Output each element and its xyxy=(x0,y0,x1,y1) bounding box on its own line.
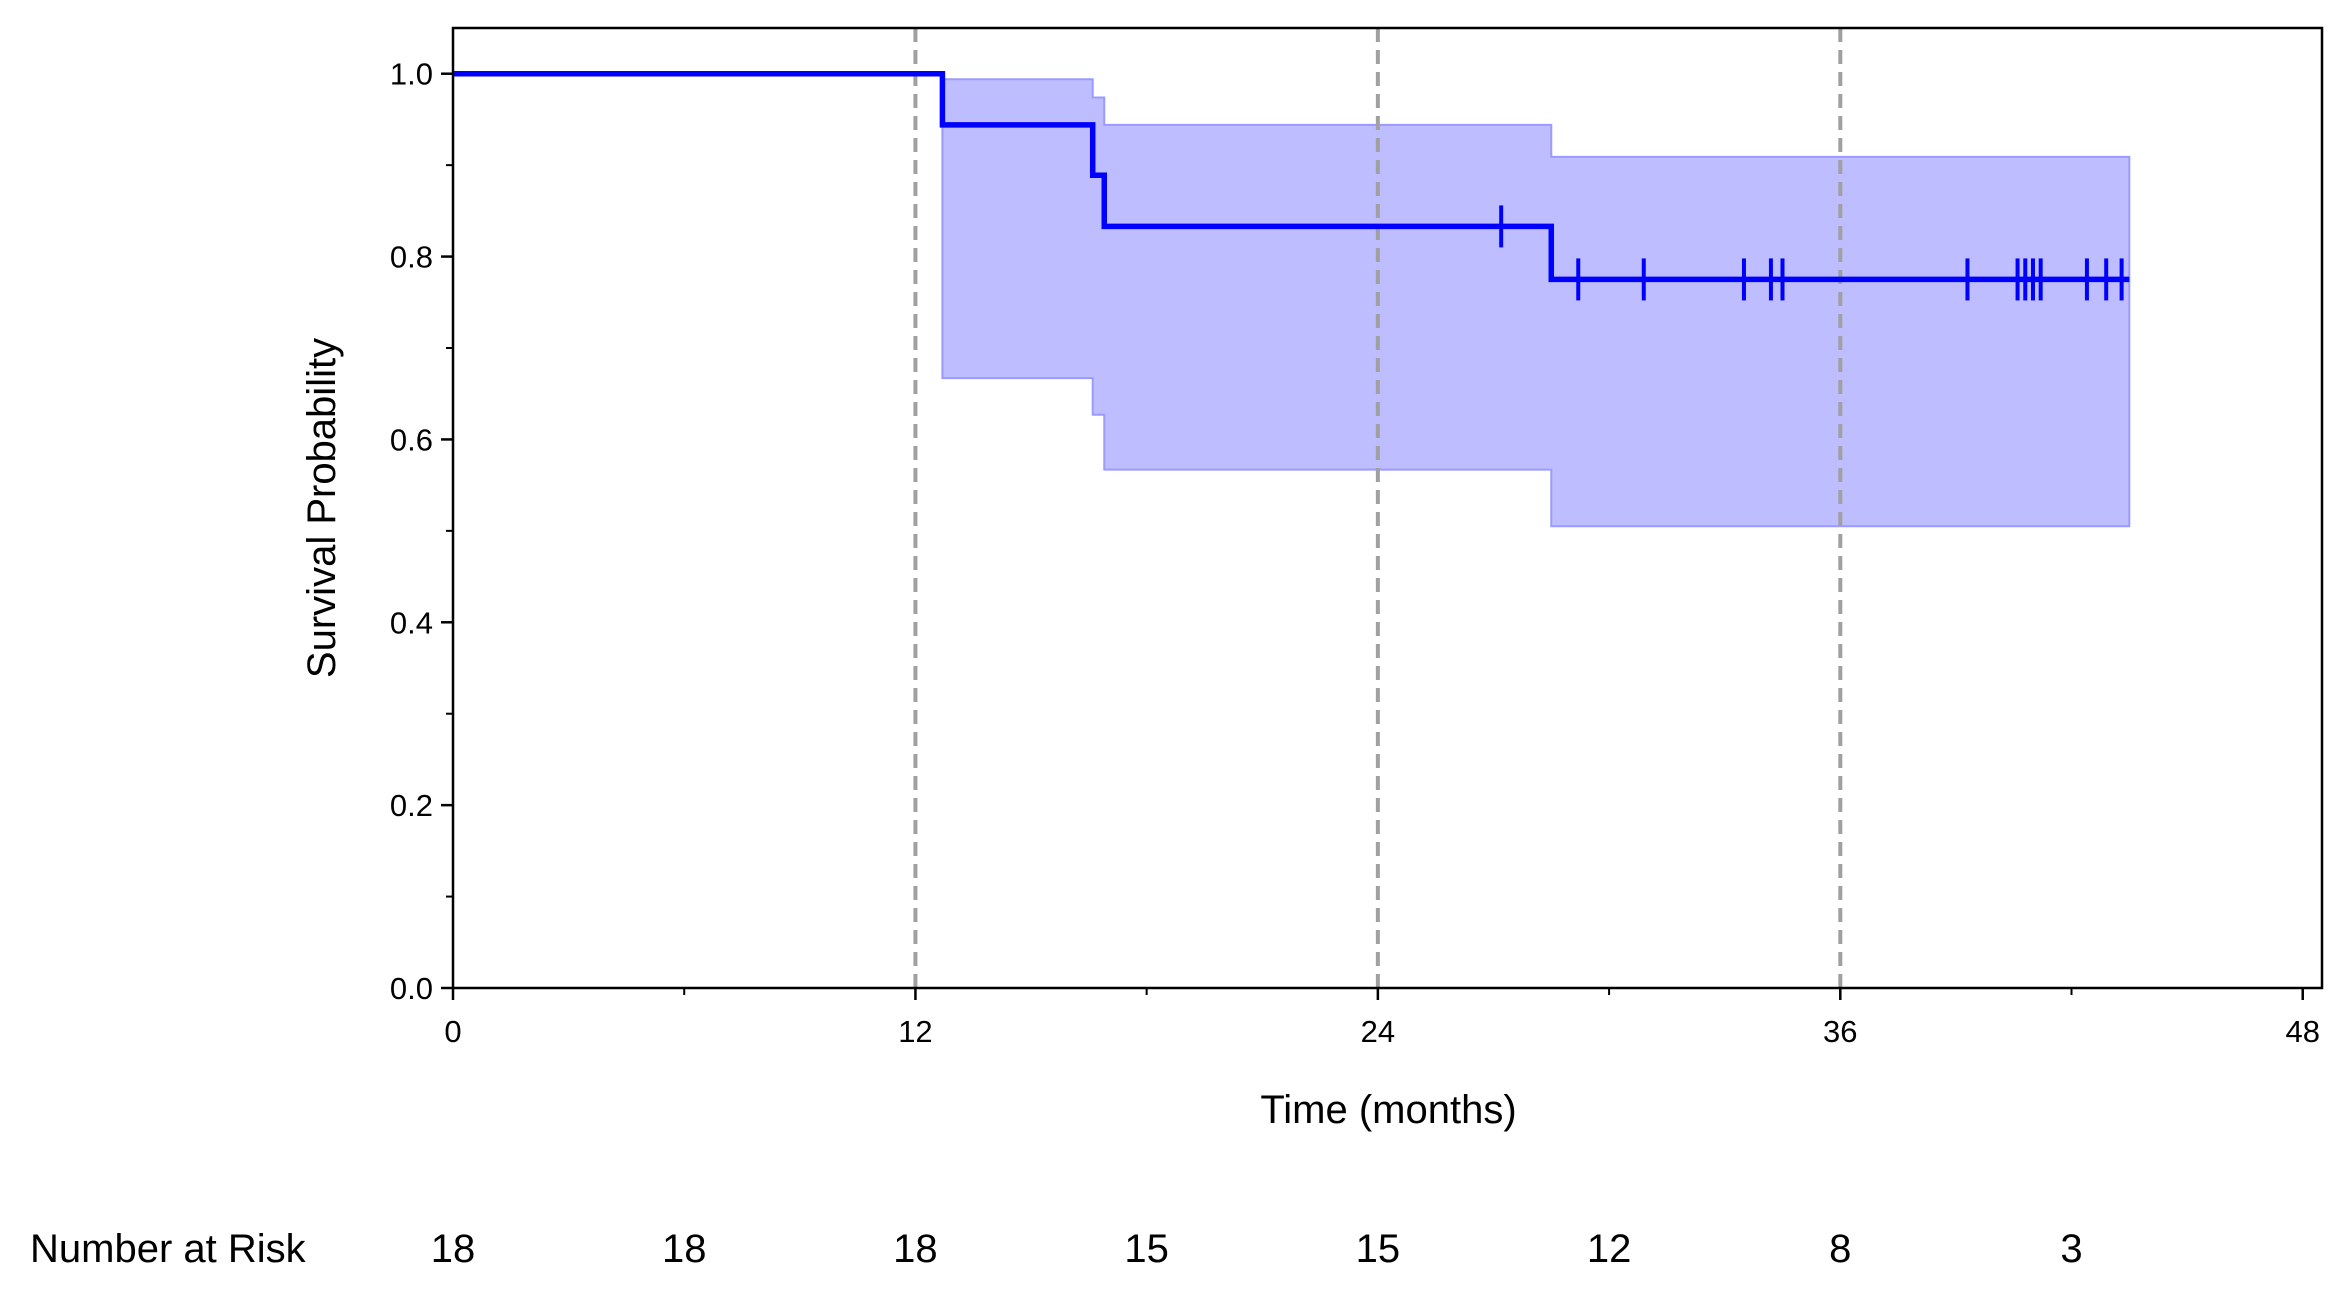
risk-count: 18 xyxy=(893,1227,938,1271)
x-tick-label: 24 xyxy=(1361,1014,1395,1049)
risk-count: 18 xyxy=(662,1227,707,1271)
risk-count: 3 xyxy=(2060,1227,2082,1271)
risk-count: 12 xyxy=(1587,1227,1632,1271)
plot-frame xyxy=(451,26,2324,990)
y-axis-label: Survival Probability xyxy=(300,338,344,678)
risk-table: 18 18 18 15 15 12 8 3 xyxy=(431,1227,2083,1271)
survival-curve xyxy=(453,70,2130,283)
risk-table-label: Number at Risk xyxy=(30,1227,307,1271)
y-tick-label: 0.2 xyxy=(390,788,433,823)
risk-count: 15 xyxy=(1356,1227,1401,1271)
y-tick-label: 0.8 xyxy=(390,240,433,275)
risk-count: 18 xyxy=(431,1227,476,1271)
y-tick-label: 0.4 xyxy=(390,605,433,640)
x-tick-label: 0 xyxy=(444,1014,461,1049)
survival-step-line xyxy=(453,70,2130,283)
axis-ticks: 0 12 24 36 48 0.0 0.2 0.4 0.6 0.8 1.0 xyxy=(390,57,2320,1049)
censor-marks xyxy=(1499,205,2124,301)
y-tick-label: 0.0 xyxy=(390,971,433,1006)
risk-count: 8 xyxy=(1829,1227,1851,1271)
confidence-band xyxy=(941,78,2131,528)
confidence-band-area xyxy=(941,78,2131,528)
x-axis-label: Time (months) xyxy=(1260,1088,1516,1132)
y-tick-label: 0.6 xyxy=(390,422,433,457)
reference-lines xyxy=(913,28,1843,988)
y-tick-label: 1.0 xyxy=(390,57,433,92)
x-tick-label: 48 xyxy=(2285,1014,2319,1049)
x-tick-label: 12 xyxy=(898,1014,932,1049)
risk-count: 15 xyxy=(1124,1227,1169,1271)
x-tick-label: 36 xyxy=(1823,1014,1857,1049)
